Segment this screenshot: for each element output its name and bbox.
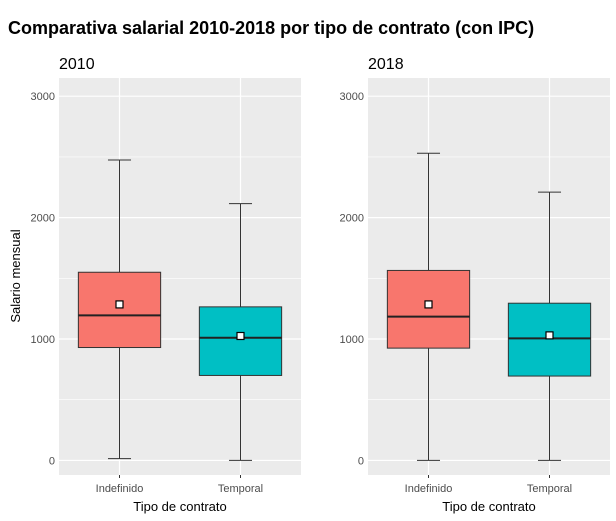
mean-marker xyxy=(545,331,554,340)
x-tick-labels-2010: Indefinido Temporal xyxy=(96,475,263,495)
boxes-2018 xyxy=(386,152,592,461)
y-tick-label: 3000 xyxy=(31,91,55,103)
x-tick-label: Indefinido xyxy=(405,483,453,495)
y-tick-label: 0 xyxy=(49,455,55,467)
box-iqr xyxy=(386,269,471,349)
y-tick-labels-2018: 0 1000 2000 3000 xyxy=(340,91,364,467)
mean-marker xyxy=(115,300,124,309)
y-tick-label: 2000 xyxy=(31,213,55,225)
x-axis-label-2010: Tipo de contrato xyxy=(133,499,226,514)
y-tick-label: 0 xyxy=(358,455,364,467)
box-iqr xyxy=(77,271,162,349)
box-indefinido xyxy=(77,159,162,460)
x-axis-label-2018: Tipo de contrato xyxy=(442,499,535,514)
y-tick-label: 3000 xyxy=(340,91,364,103)
box-indefinido xyxy=(386,152,471,461)
x-tick-label: Temporal xyxy=(218,483,263,495)
mean-marker xyxy=(236,331,245,341)
y-tick-label: 1000 xyxy=(31,334,55,346)
x-tick-label: Temporal xyxy=(527,483,572,495)
box-iqr xyxy=(198,306,283,376)
panel-2010: 2010 0 1000 2000 3000 Indefinido Temporal Ti… xyxy=(8,56,301,514)
box-iqr xyxy=(507,302,592,377)
y-axis-label: Salario mensual xyxy=(8,229,23,322)
panel-title-2018: 2018 xyxy=(368,56,404,73)
main-title: Comparativa salarial 2010-2018 por tipo … xyxy=(8,18,534,38)
x-tick-labels-2018: Indefinido Temporal xyxy=(405,475,572,495)
mean-marker xyxy=(424,300,433,309)
y-tick-labels-2010: 0 1000 2000 3000 xyxy=(31,91,55,467)
x-tick-label: Indefinido xyxy=(96,483,144,495)
box-temporal xyxy=(198,203,283,461)
panel-title-2010: 2010 xyxy=(59,56,95,73)
boxes-2010 xyxy=(77,159,283,461)
panel-2018: 2018 0 1000 2000 3000 Indefinido Temporal Ti… xyxy=(340,56,610,514)
y-tick-label: 1000 xyxy=(340,334,364,346)
box-temporal xyxy=(507,191,592,461)
y-tick-label: 2000 xyxy=(340,213,364,225)
